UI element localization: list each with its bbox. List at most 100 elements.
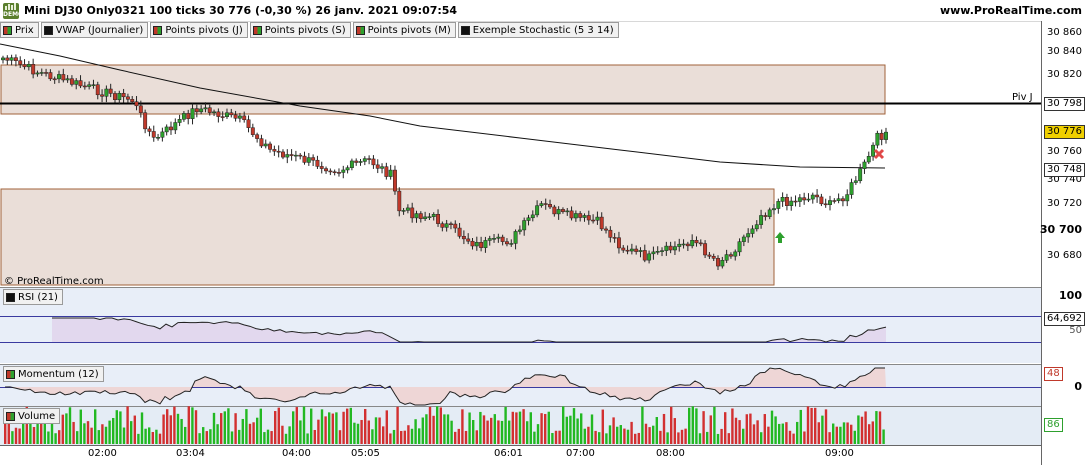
volume-bar	[151, 432, 154, 444]
candle	[444, 223, 449, 228]
volume-bar	[79, 409, 82, 444]
volume-bar	[396, 406, 399, 444]
candle	[186, 113, 191, 119]
line-color-icon	[460, 25, 470, 35]
volume-bar	[828, 432, 831, 444]
volume-bar	[605, 433, 608, 444]
volume-bar	[673, 418, 676, 444]
candle	[367, 158, 372, 160]
candle	[470, 240, 475, 247]
candle	[651, 251, 656, 255]
legend-vwap[interactable]: VWAP (Journalier)	[40, 22, 149, 38]
volume-bar	[432, 415, 435, 444]
chart-canvas[interactable]	[0, 0, 1041, 465]
legend-pivots-monthly[interactable]: Points pivots (M)	[352, 22, 456, 38]
volume-bar	[659, 430, 662, 444]
candle	[772, 208, 776, 211]
volume-bar	[104, 426, 108, 444]
volume-bar	[234, 413, 237, 444]
histogram-color-icon	[6, 369, 15, 379]
volume-bar	[115, 410, 118, 444]
volume-bar	[533, 431, 536, 444]
volume-bar	[338, 430, 342, 444]
legend-stochastic[interactable]: Exemple Stochastic (5 3 14)	[457, 22, 619, 38]
website-link[interactable]: www.ProRealTime.com	[939, 4, 1082, 17]
candle	[138, 105, 143, 113]
volume-bar	[623, 428, 626, 444]
candle	[858, 168, 863, 182]
candle	[672, 246, 677, 251]
volume-bar	[878, 411, 882, 444]
volume-bar	[871, 421, 874, 444]
time-tick: 08:00	[656, 448, 685, 459]
candle	[306, 157, 311, 163]
candle	[328, 170, 333, 173]
candle	[746, 233, 751, 238]
candle	[703, 243, 708, 256]
line-color-icon	[6, 292, 15, 302]
candle	[259, 138, 264, 147]
volume-bar	[14, 427, 18, 444]
candle	[272, 149, 277, 152]
volume-bar	[835, 426, 838, 444]
pivot-value-tag: 30 798	[1044, 97, 1085, 111]
candle	[780, 197, 785, 202]
volume-bar	[353, 422, 356, 444]
volume-bar	[727, 433, 730, 444]
volume-bar	[756, 420, 759, 444]
candle	[517, 229, 522, 232]
candle	[44, 72, 49, 74]
rsi-label[interactable]: RSI (21)	[3, 289, 63, 305]
price-axis[interactable]	[1041, 21, 1088, 465]
volume-bar	[529, 412, 532, 444]
candle	[793, 200, 798, 203]
price-tick: 30 680	[1047, 250, 1082, 261]
prorealtime-logo-icon: DEMO	[3, 3, 23, 19]
legend-pivots-daily[interactable]: Points pivots (J)	[150, 22, 248, 38]
volume-bar	[256, 417, 259, 444]
candle	[707, 254, 712, 257]
legend-pivots-weekly[interactable]: Points pivots (S)	[249, 22, 351, 38]
volume-bar	[666, 432, 669, 444]
candle	[57, 74, 61, 80]
candle	[108, 88, 113, 94]
candle	[91, 84, 96, 86]
volume-bar	[464, 430, 468, 444]
candle	[263, 143, 268, 147]
candle	[634, 248, 639, 252]
candle	[832, 200, 837, 202]
time-tick: 02:00	[88, 448, 117, 459]
candle	[828, 200, 832, 205]
candle	[578, 213, 583, 218]
volume-bar	[461, 409, 464, 444]
volume-bar	[173, 406, 176, 444]
volume-bar	[108, 420, 111, 444]
volume-bar	[601, 409, 604, 444]
momentum-label[interactable]: Momentum (12)	[3, 366, 104, 382]
rsi-value-tag: 64,692	[1044, 312, 1085, 326]
legend-prix[interactable]: Prix	[0, 22, 39, 38]
candle	[173, 122, 178, 131]
volume-bar	[90, 427, 93, 444]
candle	[410, 207, 415, 219]
volume-label[interactable]: Volume	[3, 408, 61, 424]
candle	[130, 99, 135, 102]
volume-bar	[860, 416, 864, 444]
volume-bar	[691, 406, 694, 444]
candle	[427, 216, 432, 218]
time-tick: 06:01	[494, 448, 523, 459]
volume-bar	[130, 421, 133, 444]
volume-bar	[684, 428, 687, 444]
candle	[337, 172, 341, 174]
volume-bar	[526, 421, 529, 444]
candle	[569, 210, 574, 219]
candle	[181, 113, 186, 120]
volume-bar	[655, 417, 658, 444]
candle	[414, 213, 419, 219]
candle	[362, 158, 367, 162]
volume-bar	[738, 420, 741, 444]
volume-bar	[328, 412, 331, 444]
candle	[1, 57, 5, 61]
candle	[87, 84, 92, 87]
volume-bar	[29, 422, 32, 444]
